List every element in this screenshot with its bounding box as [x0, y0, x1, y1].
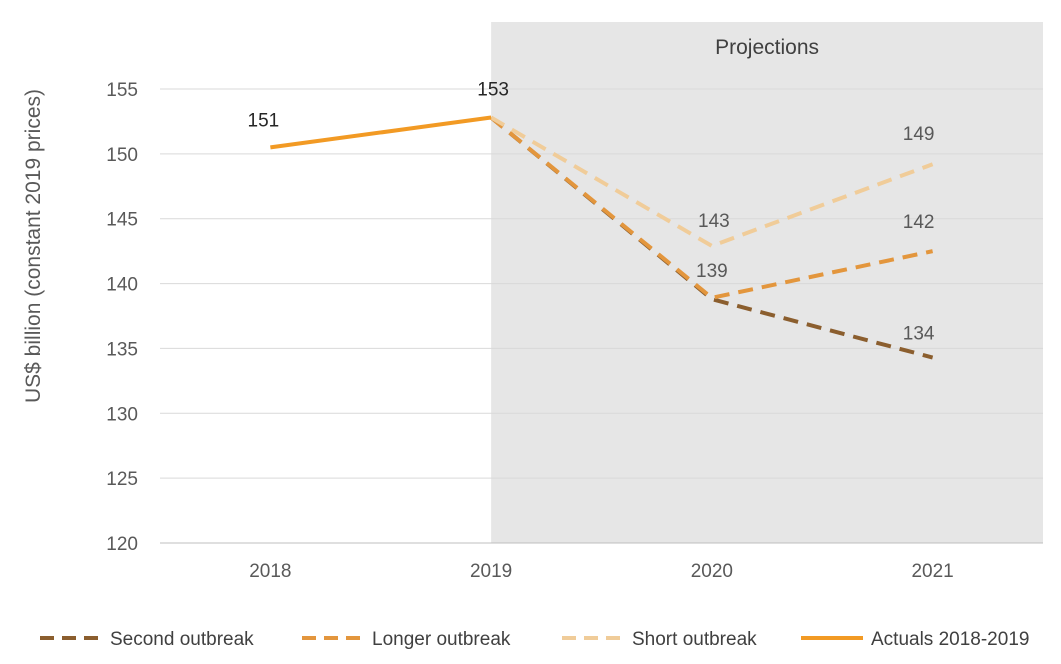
- x-tick-label: 2020: [691, 561, 733, 582]
- x-tick-label: 2019: [470, 561, 512, 582]
- series-line-second-outbreak: [489, 115, 934, 360]
- y-tick-label: 120: [106, 534, 138, 555]
- y-tick-label: 140: [106, 275, 138, 296]
- data-label-short-outbreak: 143: [698, 211, 730, 232]
- y-tick-label: 135: [106, 339, 138, 360]
- y-tick-label: 125: [106, 469, 138, 490]
- data-label-longer-outbreak: 139: [696, 261, 728, 282]
- projections-shaded-region: [491, 22, 1043, 543]
- data-label-short-outbreak: 149: [903, 124, 935, 145]
- x-tick-label: 2018: [249, 561, 291, 582]
- series-line-longer-outbreak: [489, 115, 934, 300]
- legend-label: Longer outbreak: [372, 629, 511, 650]
- series-line-actuals-2018-2019: [270, 115, 492, 150]
- data-label-actuals-2018-2019: 151: [248, 110, 280, 131]
- legend-item-longer-outbreak: Longer outbreak: [302, 629, 511, 650]
- y-tick-label: 150: [106, 145, 138, 166]
- y-tick-label: 145: [106, 210, 138, 231]
- x-tick-label: 2021: [911, 561, 953, 582]
- legend-item-short-outbreak: Short outbreak: [562, 629, 757, 650]
- legend-label: Actuals 2018-2019: [871, 629, 1029, 650]
- data-label-actuals-2018-2019: 153: [477, 80, 509, 101]
- y-tick-label: 130: [106, 404, 138, 425]
- data-label-second-outbreak: 134: [903, 324, 935, 345]
- data-label-longer-outbreak: 142: [903, 212, 935, 233]
- legend-item-actuals-2018-2019: Actuals 2018-2019: [801, 629, 1029, 650]
- legend-item-second-outbreak: Second outbreak: [40, 629, 254, 650]
- projections-label: Projections: [715, 36, 819, 59]
- y-axis-title: US$ billion (constant 2019 prices): [22, 89, 45, 403]
- y-tick-label: 155: [106, 80, 138, 101]
- series-line-short-outbreak: [490, 115, 934, 248]
- legend-label: Second outbreak: [110, 629, 254, 650]
- legend-label: Short outbreak: [632, 629, 757, 650]
